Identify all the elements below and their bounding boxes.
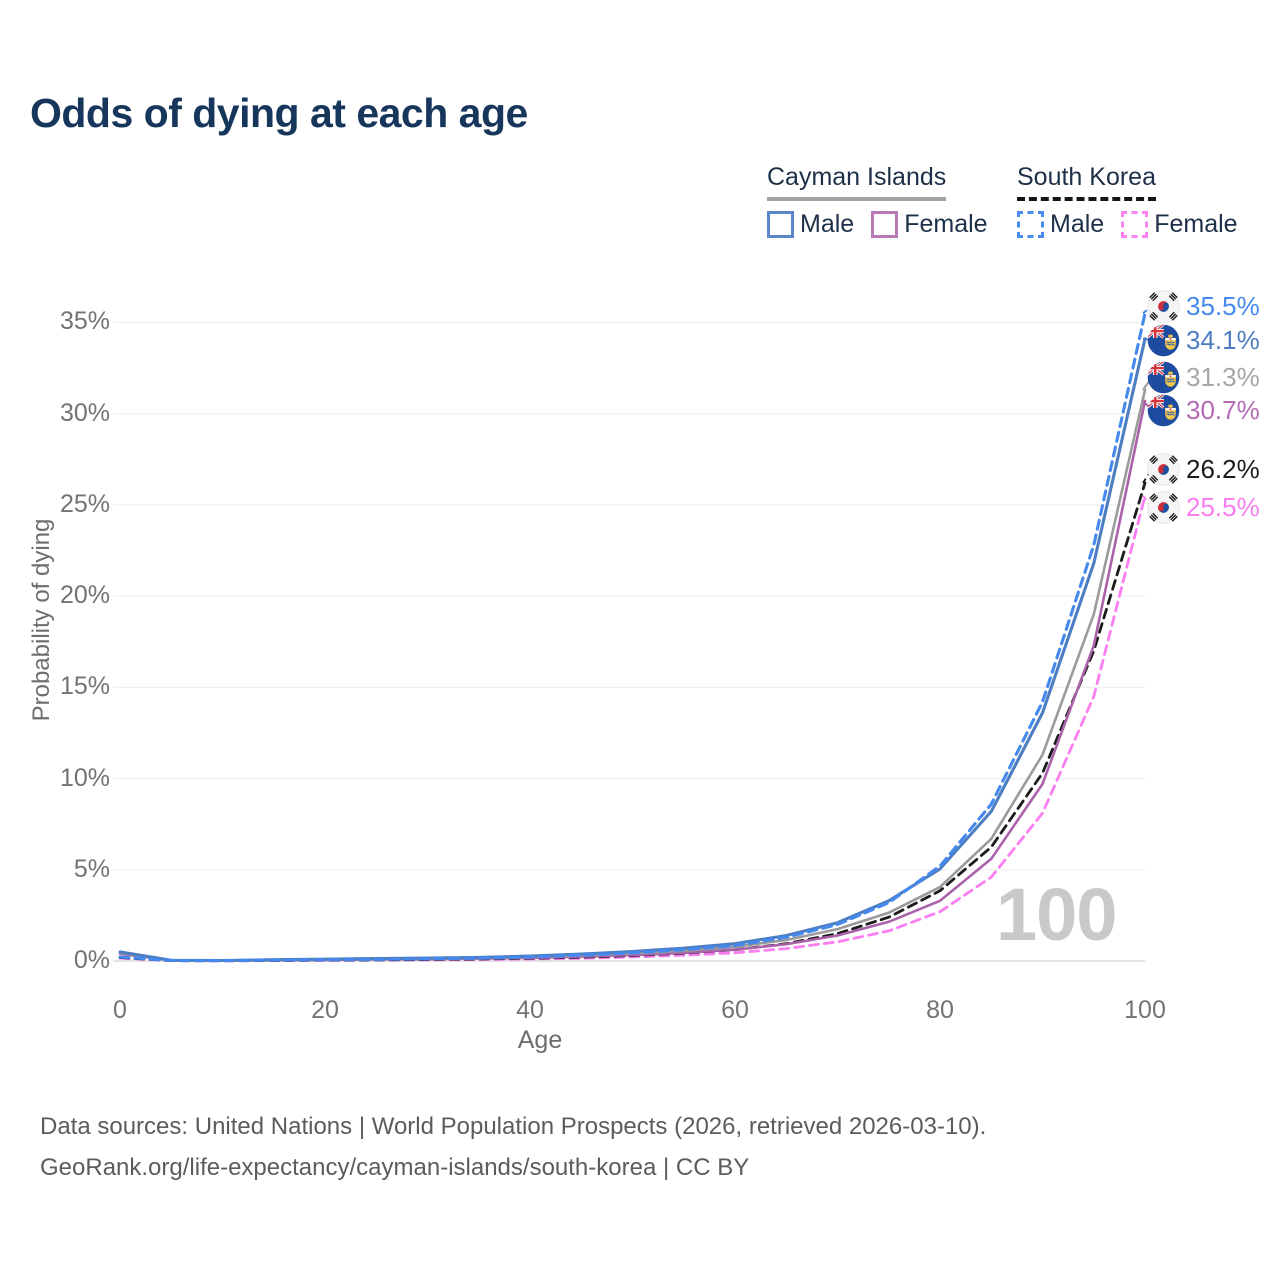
legend-item-cayman-islands-female: Female	[871, 210, 988, 239]
south-korea-flag-icon	[1147, 490, 1180, 524]
cayman-islands-flag-icon	[1147, 361, 1180, 393]
y-tick-5%: 5%	[73, 854, 110, 883]
end-label-value: 35.5%	[1186, 290, 1260, 321]
end-label-south-korea-male: 35.5%	[1147, 289, 1260, 323]
x-tick-100: 100	[1124, 996, 1166, 1024]
legend-item-label: Male	[1050, 210, 1105, 238]
footer-sources: Data sources: United Nations | World Pop…	[40, 1113, 987, 1140]
series-line-cayman-islands-female	[118, 399, 1147, 962]
legend-item-label: Male	[800, 210, 855, 238]
footer: Data sources: United Nations | World Pop…	[40, 1106, 986, 1188]
y-tick-0%: 0%	[73, 946, 110, 974]
cayman-islands-flag-icon	[1147, 324, 1180, 356]
legend-item-label: Female	[904, 210, 988, 238]
end-label-cayman-islands-male: 34.1%	[1147, 323, 1260, 357]
series-line-cayman-islands-male	[118, 337, 1147, 963]
legend-item-south-korea-male: Male	[1017, 210, 1104, 239]
south-korea-flag-icon	[1147, 289, 1180, 323]
end-label-value: 30.7%	[1186, 394, 1260, 425]
series-line-cayman-islands-both-sexes	[118, 388, 1147, 962]
end-label-value: 25.5%	[1186, 491, 1260, 522]
legend-swatch	[1121, 211, 1149, 238]
end-label-value: 26.2%	[1186, 453, 1260, 484]
series-line-south-korea-both-sexes	[118, 481, 1147, 963]
series-line-south-korea-female	[118, 494, 1147, 963]
legend-swatch	[871, 211, 899, 238]
end-label-cayman-islands-both-sexes: 31.3%	[1147, 360, 1260, 394]
end-label-south-korea-female: 25.5%	[1147, 490, 1260, 524]
legend-item-cayman-islands-male: Male	[767, 210, 854, 239]
legend-item-label: Female	[1154, 210, 1238, 238]
legend-swatch	[1017, 211, 1044, 238]
x-axis-title: Age	[517, 1026, 563, 1054]
y-axis-title: Probability of dying	[28, 518, 55, 722]
x-tick-60: 60	[721, 996, 749, 1024]
hover-age-watermark: 100	[996, 873, 1117, 956]
y-tick-30%: 30%	[59, 398, 110, 427]
legend-item-south-korea-female: Female	[1121, 210, 1238, 239]
y-tick-25%: 25%	[59, 489, 110, 518]
cayman-islands-flag-icon	[1147, 394, 1180, 426]
footer-attribution: GeoRank.org/life-expectancy/cayman-islan…	[40, 1154, 750, 1181]
end-label-south-korea-both-sexes: 26.2%	[1147, 452, 1260, 486]
south-korea-flag-icon	[1147, 452, 1180, 486]
x-tick-0: 0	[113, 996, 127, 1024]
x-tick-40: 40	[516, 996, 544, 1024]
y-tick-20%: 20%	[59, 581, 110, 610]
end-label-cayman-islands-female: 30.7%	[1147, 393, 1260, 427]
chart-title: Odds of dying at each age	[30, 90, 528, 136]
legend-group-south-korea: South Korea Male Female	[1017, 163, 1238, 239]
end-label-value: 31.3%	[1186, 361, 1260, 392]
x-tick-20: 20	[311, 996, 339, 1024]
legend-group-cayman-islands: Cayman Islands Male Female	[767, 163, 988, 239]
legend-group-header: Cayman Islands	[767, 163, 947, 201]
x-tick-80: 80	[926, 996, 954, 1024]
y-tick-15%: 15%	[59, 672, 110, 701]
y-tick-10%: 10%	[59, 763, 110, 792]
legend-swatch	[767, 211, 794, 238]
y-tick-35%: 35%	[59, 307, 110, 336]
end-label-value: 34.1%	[1186, 324, 1260, 355]
legend-group-header: South Korea	[1017, 163, 1156, 201]
series-line-south-korea-male	[118, 311, 1147, 963]
